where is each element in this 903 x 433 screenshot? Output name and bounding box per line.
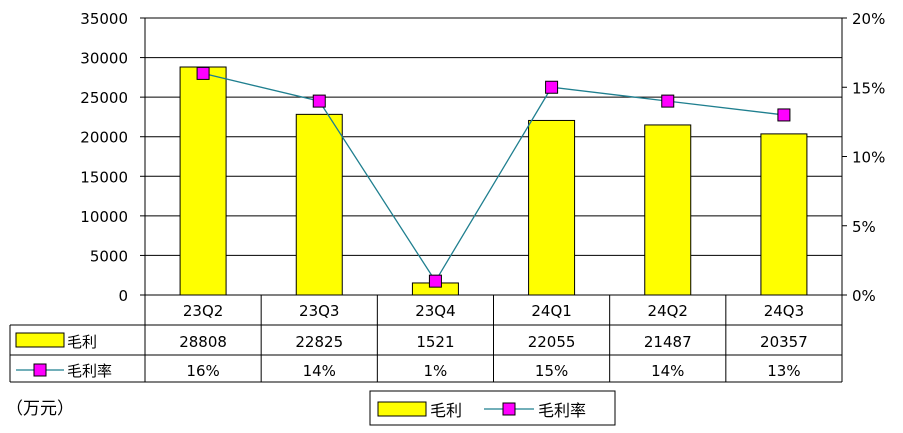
left-tick-label: 35000 (80, 10, 128, 28)
table-cell: 16% (186, 362, 219, 380)
table-cell: 28808 (179, 333, 227, 351)
legend-label: 毛利率 (538, 401, 586, 420)
category-label: 23Q4 (415, 302, 455, 320)
table-row-label: 毛利率 (67, 362, 112, 380)
margin-point-23Q4 (428, 274, 442, 288)
right-axis-ticks: 0% 5% 10% 15% 20% (842, 10, 885, 305)
right-tick-label: 15% (852, 79, 885, 97)
right-tick-label: 0% (852, 287, 876, 305)
bar-24Q3 (760, 133, 808, 296)
table-key-marker (33, 363, 47, 377)
margin-point-24Q1 (545, 80, 559, 94)
left-tick-label: 30000 (80, 50, 128, 68)
margin-line (202, 72, 784, 283)
table-cell: 20357 (760, 333, 808, 351)
category-label: 23Q2 (183, 302, 223, 320)
grid-lines (145, 17, 842, 296)
table-key-bar (15, 332, 65, 348)
table-cell: 1521 (416, 333, 454, 351)
bar-24Q1 (528, 119, 576, 296)
bar-23Q3 (295, 113, 343, 296)
line-series (196, 66, 791, 288)
table-row-label: 毛利 (67, 333, 97, 351)
left-tick-label: 5000 (90, 247, 128, 265)
bar-24Q2 (644, 124, 692, 296)
legend-key-marker (502, 402, 516, 416)
table-cell: 21487 (644, 333, 692, 351)
margin-point-24Q2 (661, 94, 675, 108)
margin-point-23Q2 (196, 66, 210, 80)
legend: 毛利 毛利率 (369, 390, 616, 426)
right-tick-label: 5% (852, 218, 876, 236)
unit-note: （万元） (6, 399, 74, 419)
category-label: 24Q1 (531, 302, 571, 320)
left-tick-label: 15000 (80, 168, 128, 186)
category-label: 24Q2 (648, 302, 688, 320)
left-tick-label: 25000 (80, 89, 128, 107)
table-cell: 14% (651, 362, 684, 380)
left-tick-label: 10000 (80, 208, 128, 226)
table-cell: 22825 (295, 333, 343, 351)
legend-label: 毛利 (430, 401, 462, 420)
margin-point-23Q3 (312, 94, 326, 108)
category-label: 24Q3 (764, 302, 804, 320)
data-table: 23Q2 23Q3 23Q4 24Q1 24Q2 24Q3 毛利 28808 22825 1521… (9, 295, 843, 383)
bar-series (179, 66, 808, 296)
margin-point-24Q3 (777, 108, 791, 122)
right-tick-label: 10% (852, 149, 885, 167)
table-cell: 15% (535, 362, 568, 380)
left-tick-label: 20000 (80, 129, 128, 147)
table-cell: 22055 (528, 333, 576, 351)
table-cell: 13% (767, 362, 800, 380)
category-label: 23Q3 (299, 302, 339, 320)
right-tick-label: 20% (852, 10, 885, 28)
left-tick-label: 0 (118, 287, 128, 305)
table-cell: 14% (303, 362, 336, 380)
bar-23Q2 (179, 66, 227, 296)
table-cell: 1% (424, 362, 448, 380)
legend-key-bar (377, 401, 427, 417)
left-axis-ticks: 0 5000 10000 15000 20000 25000 30000 35000 (80, 10, 145, 305)
